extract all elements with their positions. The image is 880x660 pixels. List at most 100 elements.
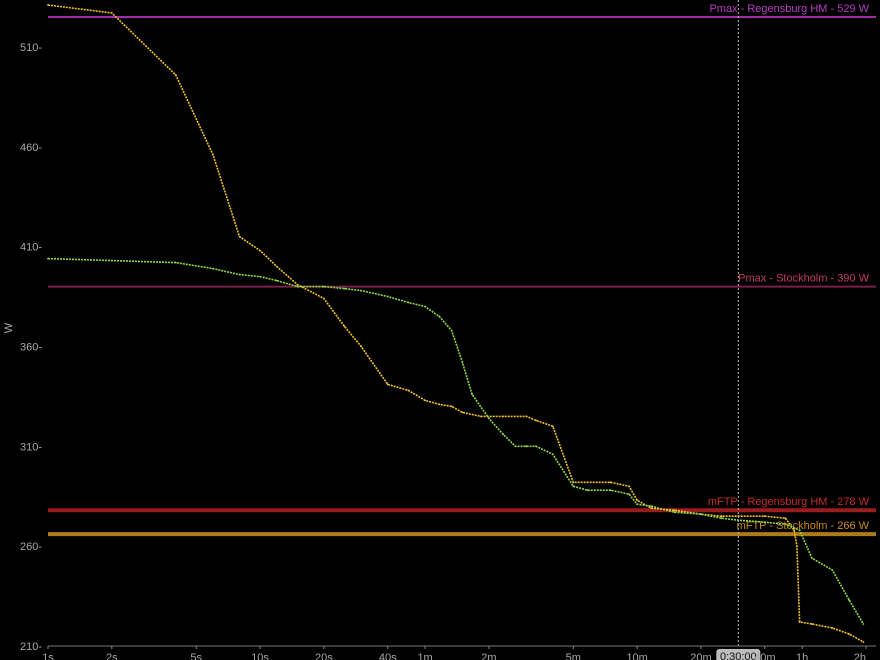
series-1-point-7 [296, 285, 299, 288]
x-tick-label-13: 2h [854, 652, 866, 660]
series-0-point-36 [798, 621, 801, 623]
series-1-point-15 [450, 329, 453, 332]
series-0-point-10 [360, 345, 363, 348]
series-0-point-35 [796, 545, 798, 548]
series-1-point-3 [212, 267, 214, 270]
reference-line-label-3: mFTP - Stockholm - 266 W [737, 520, 870, 532]
series-0-point-40 [862, 641, 865, 643]
x-tick-label-8: 5m [566, 652, 581, 660]
series-0-point-24 [609, 481, 612, 484]
x-tick-label-4: 20s [315, 652, 333, 660]
y-tick-label-5: 260- [20, 541, 42, 553]
series-1-point-37 [811, 557, 813, 559]
x-tick-label-3: 10s [251, 652, 269, 660]
series-1-point-39 [848, 599, 851, 601]
series-lines [47, 4, 865, 643]
series-1-point-12 [407, 301, 410, 304]
series-0-point-8 [323, 297, 325, 300]
series-0-point-3 [212, 153, 214, 156]
reference-line-label-1: Pmax - Stockholm - 390 W [738, 273, 869, 285]
series-1-point-13 [424, 305, 426, 308]
y-tick-label-0: 510- [20, 42, 42, 54]
series-1-point-27 [628, 493, 630, 496]
y-axis-label: W [3, 322, 15, 333]
series-1-point-36 [798, 529, 801, 532]
x-tick-label-5: 40s [379, 652, 397, 660]
series-0-point-16 [461, 411, 464, 414]
series-1-point-40 [862, 623, 865, 625]
series-1-point-29 [650, 505, 653, 508]
y-tick-label-3: 360- [20, 341, 42, 353]
x-tick-label-12: 1h [796, 652, 808, 660]
series-1-point-38 [831, 569, 834, 571]
series-0-point-27 [650, 507, 653, 510]
series-0-point-22 [572, 481, 575, 484]
reference-lines: Pmax - Regensburg HM - 529 W Pmax - Stock… [48, 3, 876, 537]
series-1-point-30 [673, 511, 676, 514]
series-0-point-11 [386, 383, 389, 386]
series-0-point-13 [424, 399, 426, 402]
series-1-point-28 [636, 503, 638, 506]
series-0-point-5 [259, 249, 261, 252]
series-0-point-9 [343, 325, 346, 328]
series-0-point-32 [763, 515, 766, 518]
series-0-point-33 [784, 517, 787, 520]
series-0-point-12 [407, 389, 410, 392]
series-1-point-23 [551, 453, 554, 456]
series-1-point-32 [720, 517, 723, 520]
series-0-point-25 [628, 485, 630, 488]
series-1-point-9 [343, 287, 346, 290]
cursor-time-label: 0:30:00 [720, 651, 757, 660]
x-tick-label-1: 2s [106, 652, 118, 660]
series-1-point-26 [609, 489, 612, 492]
series-0-point-4 [238, 235, 241, 238]
x-tick-label-0: 1s [42, 652, 54, 660]
series-1-point-5 [259, 275, 261, 278]
series-0-point-28 [673, 509, 676, 512]
y-tick-label-1: 460- [20, 142, 42, 154]
series-1-point-18 [488, 417, 490, 420]
series-1-point-25 [586, 489, 589, 492]
x-tick-label-9: 10m [626, 652, 647, 660]
x-tick-label-6: 1m [417, 652, 432, 660]
series-1-point-31 [700, 513, 702, 516]
series-1-point-24 [572, 485, 575, 488]
series-0-point-38 [831, 627, 834, 629]
series-0-point-21 [551, 425, 554, 428]
series-0-point-17 [480, 415, 482, 418]
series-0-point-2 [174, 74, 177, 76]
series-0-point-23 [586, 481, 589, 484]
series-0-point-26 [636, 499, 638, 502]
y-tick-label-4: 310- [20, 441, 42, 453]
series-1-point-11 [386, 295, 389, 298]
series-1-point-0 [47, 257, 49, 260]
series-1-point-19 [502, 433, 504, 436]
series-1-point-1 [110, 259, 113, 262]
series-1-point-34 [763, 521, 766, 524]
series-0-point-30 [720, 515, 723, 518]
reference-line-label-2: mFTP - Regensburg HM - 278 W [708, 496, 870, 508]
series-1-point-10 [360, 289, 363, 292]
x-axis: 1s 2s 5s 10s 20s 40s 1m 2m 5m 10m 20m 40m 1h 2h [42, 645, 876, 660]
series-1-point-35 [784, 523, 787, 526]
cursor-layer: 0:30:00 [716, 0, 761, 660]
y-tick-label-6: 210- [20, 641, 42, 653]
series-0-point-7 [296, 283, 299, 286]
series-0-point-20 [535, 419, 537, 422]
series-0-point-34 [793, 529, 795, 532]
series-0-point-39 [848, 633, 851, 635]
x-tick-label-2: 5s [190, 652, 202, 660]
series-0-point-6 [276, 265, 278, 268]
series-1-point-6 [276, 279, 278, 282]
series-0-point-37 [811, 623, 813, 625]
series-1-point-16 [461, 361, 464, 364]
series-1-point-17 [471, 393, 473, 396]
y-tick-label-2: 410- [20, 242, 42, 254]
reference-line-label-0: Pmax - Regensburg HM - 529 W [709, 3, 869, 15]
series-1-point-4 [238, 273, 241, 276]
x-tick-label-7: 2m [481, 652, 496, 660]
cursor-badge[interactable] [716, 649, 761, 660]
series-1-point-22 [535, 445, 537, 448]
series-1-point-21 [525, 445, 528, 448]
